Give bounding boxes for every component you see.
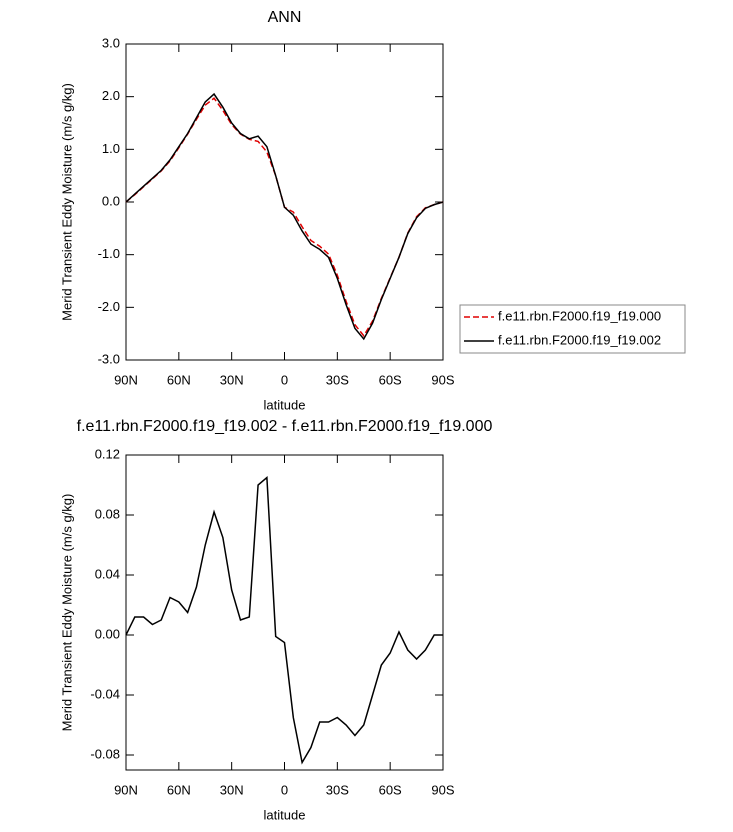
series-line: [125, 97, 444, 338]
y-tick-label: -2.0: [98, 299, 120, 314]
y-axis-label: Merid Transient Eddy Moisture (m/s g/kg): [59, 494, 74, 732]
x-tick-label: 90N: [114, 782, 138, 797]
y-tick-label: 0.12: [95, 446, 120, 461]
y-tick-label: -0.04: [90, 686, 120, 701]
chart-title: f.e11.rbn.F2000.f19_f19.002 - f.e11.rbn.…: [77, 418, 493, 435]
y-axis-label: Merid Transient Eddy Moisture (m/s g/kg): [59, 83, 74, 321]
x-tick-label: 30N: [220, 782, 244, 797]
y-tick-label: 0.08: [95, 506, 120, 521]
x-tick-label: 90S: [431, 782, 454, 797]
x-axis-label: latitude: [264, 397, 306, 412]
y-tick-label: 0.00: [95, 626, 120, 641]
chart-title: ANN: [268, 9, 302, 26]
x-tick-label: 30S: [326, 372, 349, 387]
plot-frame: [125, 43, 444, 361]
y-tick-label: 1.0: [102, 141, 120, 156]
plot-frame: [125, 454, 444, 771]
y-tick-label: 0.0: [102, 193, 120, 208]
y-tick-label: 2.0: [102, 88, 120, 103]
x-tick-label: 90N: [114, 372, 138, 387]
y-tick-label: -3.0: [98, 351, 120, 366]
x-tick-label: 30N: [220, 372, 244, 387]
x-tick-label: 60N: [167, 782, 191, 797]
x-tick-label: 60N: [167, 372, 191, 387]
y-tick-label: -1.0: [98, 246, 120, 261]
series-line: [125, 92, 444, 341]
x-tick-label: 60S: [379, 782, 402, 797]
x-axis-label: latitude: [264, 807, 306, 822]
y-tick-label: 0.04: [95, 566, 120, 581]
series-line: [125, 475, 443, 765]
x-tick-label: 0: [281, 372, 288, 387]
x-tick-label: 30S: [326, 782, 349, 797]
legend-box: [459, 304, 686, 354]
x-tick-label: 0: [281, 782, 288, 797]
x-tick-label: 60S: [379, 372, 402, 387]
x-tick-label: 90S: [431, 372, 454, 387]
y-tick-label: -0.08: [90, 746, 120, 761]
legend-label: f.e11.rbn.F2000.f19_f19.002: [498, 332, 661, 347]
legend-label: f.e11.rbn.F2000.f19_f19.000: [498, 308, 661, 323]
y-tick-label: 3.0: [102, 35, 120, 50]
